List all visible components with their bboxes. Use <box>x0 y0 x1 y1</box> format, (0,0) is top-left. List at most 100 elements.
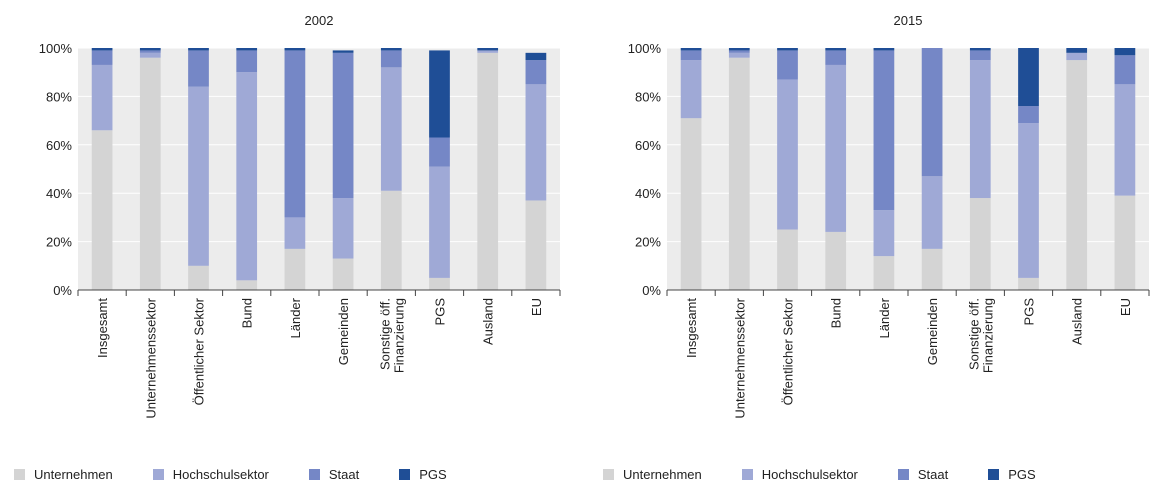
x-tick-label-pgs: PGS <box>433 298 448 326</box>
bar-unternehmen-sonstige-öff-finanzierung <box>380 190 402 290</box>
y-tick-label: 80% <box>46 89 72 104</box>
bar-hochschulsektor-sonstige-öff-finanzierung <box>380 67 402 191</box>
bar-staat-sonstige-öff-finanzierung <box>969 50 991 61</box>
bar-unternehmen-pgs <box>1018 277 1039 290</box>
bar-pgs-öffentlicher-sektor <box>188 48 209 51</box>
chart-panel-2002: 2002 0% 20% 40% 60% 80% 100% Insgesamt Unternehm… <box>0 0 570 483</box>
bar-unternehmen-pgs <box>429 277 450 290</box>
legend-swatch-pgs <box>988 468 1000 480</box>
bar-pgs-öffentlicher-sektor <box>777 48 798 51</box>
bar-hochschulsektor-pgs <box>1018 123 1039 278</box>
legend-swatch-hochschulsektor <box>741 468 753 480</box>
bar-hochschulsektor-bund <box>825 64 847 232</box>
y-tick-label: 80% <box>635 89 661 104</box>
legend-swatch-hochschulsektor <box>152 468 164 480</box>
bar-hochschulsektor-eu <box>1114 84 1136 196</box>
bar-pgs-eu <box>525 52 547 61</box>
y-tick-label: 60% <box>46 138 72 153</box>
legend-label-hochschulsektor: Hochschulsektor <box>172 466 269 482</box>
bar-staat-länder <box>873 50 895 211</box>
legend-item-pgs: PGS <box>988 466 1036 482</box>
chart-2002: 2002 0% 20% 40% 60% 80% 100% Insgesamt Unternehm… <box>39 13 561 419</box>
legend-item-unternehmen: Unternehmen <box>14 467 113 482</box>
chart-2015: 2015 0% 20% 40% 60% 80% 100% Insgesamt Unternehm… <box>628 13 1150 419</box>
bar-pgs-pgs <box>1018 48 1039 107</box>
x-tick-label-gemeinden: Gemeinden <box>925 298 940 365</box>
legend-2015: Unternehmen Hochschulsektor Staat PGS <box>603 466 1076 482</box>
bar-hochschulsektor-gemeinden <box>921 176 943 249</box>
bar-hochschulsektor-öffentlicher-sektor <box>777 79 798 230</box>
x-tick-label-öffentlicher-sektor: Öffentlicher Sektor <box>781 297 796 405</box>
bar-hochschulsektor-eu <box>525 84 547 201</box>
bar-unternehmen-ausland <box>477 52 499 291</box>
bar-unternehmen-öffentlicher-sektor <box>188 265 209 290</box>
bar-unternehmen-gemeinden <box>332 258 354 290</box>
x-tick-label-insgesamt: Insgesamt <box>684 298 699 358</box>
bar-unternehmen-eu <box>525 200 547 290</box>
bar-staat-eu <box>525 60 547 85</box>
bar-hochschulsektor-öffentlicher-sektor <box>188 86 209 266</box>
bar-hochschulsektor-ausland <box>477 50 499 53</box>
bar-hochschulsektor-länder <box>284 217 306 249</box>
legend-2002: Unternehmen Hochschulsektor Staat PGS <box>14 466 487 482</box>
bar-unternehmen-länder <box>284 248 306 290</box>
y-tick-label: 60% <box>635 138 661 153</box>
x-tick-label-länder: Länder <box>288 297 303 338</box>
legend-label-hochschulsektor: Hochschulsektor <box>761 466 858 482</box>
y-tick-label: 40% <box>635 186 661 201</box>
y-tick-label: 0% <box>53 283 72 298</box>
bar-unternehmen-länder <box>873 256 895 290</box>
legend-label-pgs: PGS <box>1008 466 1036 482</box>
x-tick-label-unternehmenssektor: Unternehmenssektor <box>732 297 747 418</box>
x-tick-label-ausland: Ausland <box>1070 298 1085 345</box>
y-tick-label: 100% <box>628 41 662 56</box>
bar-staat-eu <box>1114 55 1136 85</box>
bar-staat-öffentlicher-sektor <box>777 50 798 80</box>
x-tick-label-eu: EU <box>529 298 544 316</box>
bar-hochschulsektor-länder <box>873 210 895 257</box>
bar-unternehmen-sonstige-öff-finanzierung <box>969 198 991 290</box>
bar-staat-gemeinden <box>332 52 354 199</box>
bar-pgs-eu <box>1114 48 1136 56</box>
y-tick-label: 40% <box>46 186 72 201</box>
legend-label-staat: Staat <box>917 466 949 482</box>
x-tick-label-gemeinden: Gemeinden <box>336 298 351 365</box>
bar-staat-länder <box>284 50 306 218</box>
bar-staat-bund <box>825 50 847 65</box>
legend-swatch-staat <box>308 468 320 480</box>
x-tick-label-ausland: Ausland <box>481 298 496 345</box>
bar-staat-insgesamt <box>91 50 113 65</box>
x-tick-label-sonstige-öff-finanzierung: Sonstige öff.Finanzierung <box>966 298 995 373</box>
legend-swatch-unternehmen <box>14 468 25 480</box>
bar-unternehmen-ausland <box>1066 60 1088 290</box>
legend-item-hochschulsektor: Hochschulsektor <box>741 466 858 482</box>
y-tick-label: 0% <box>642 283 661 298</box>
legend-item-unternehmen: Unternehmen <box>603 467 702 482</box>
bar-staat-unternehmenssektor <box>139 50 161 53</box>
bar-hochschulsektor-ausland <box>1066 52 1088 61</box>
x-tick-label-pgs: PGS <box>1022 298 1037 326</box>
chart-title: 2002 <box>305 13 334 28</box>
x-tick-label-insgesamt: Insgesamt <box>95 298 110 358</box>
bar-unternehmen-bund <box>825 231 847 290</box>
bar-unternehmen-bund <box>236 280 258 290</box>
bar-unternehmen-insgesamt <box>91 130 113 290</box>
bar-staat-bund <box>236 50 258 73</box>
bar-hochschulsektor-insgesamt <box>91 64 113 131</box>
x-tick-label-öffentlicher-sektor: Öffentlicher Sektor <box>192 297 207 405</box>
bar-staat-insgesamt <box>680 50 702 61</box>
x-tick-label-bund: Bund <box>240 298 255 328</box>
bar-hochschulsektor-unternehmenssektor <box>728 52 750 58</box>
bar-pgs-ausland <box>1066 48 1088 53</box>
bar-pgs-pgs <box>429 50 450 138</box>
bar-unternehmen-insgesamt <box>680 118 702 291</box>
bar-staat-pgs <box>429 137 450 167</box>
chart-title: 2015 <box>894 13 923 28</box>
bar-hochschulsektor-sonstige-öff-finanzierung <box>969 60 991 199</box>
legend-item-hochschulsektor: Hochschulsektor <box>152 466 269 482</box>
legend-item-pgs: PGS <box>399 467 447 482</box>
x-tick-label-unternehmenssektor: Unternehmenssektor <box>143 297 158 418</box>
bar-staat-gemeinden <box>921 48 943 177</box>
bar-pgs-bund <box>236 48 258 51</box>
bar-staat-unternehmenssektor <box>728 50 750 53</box>
